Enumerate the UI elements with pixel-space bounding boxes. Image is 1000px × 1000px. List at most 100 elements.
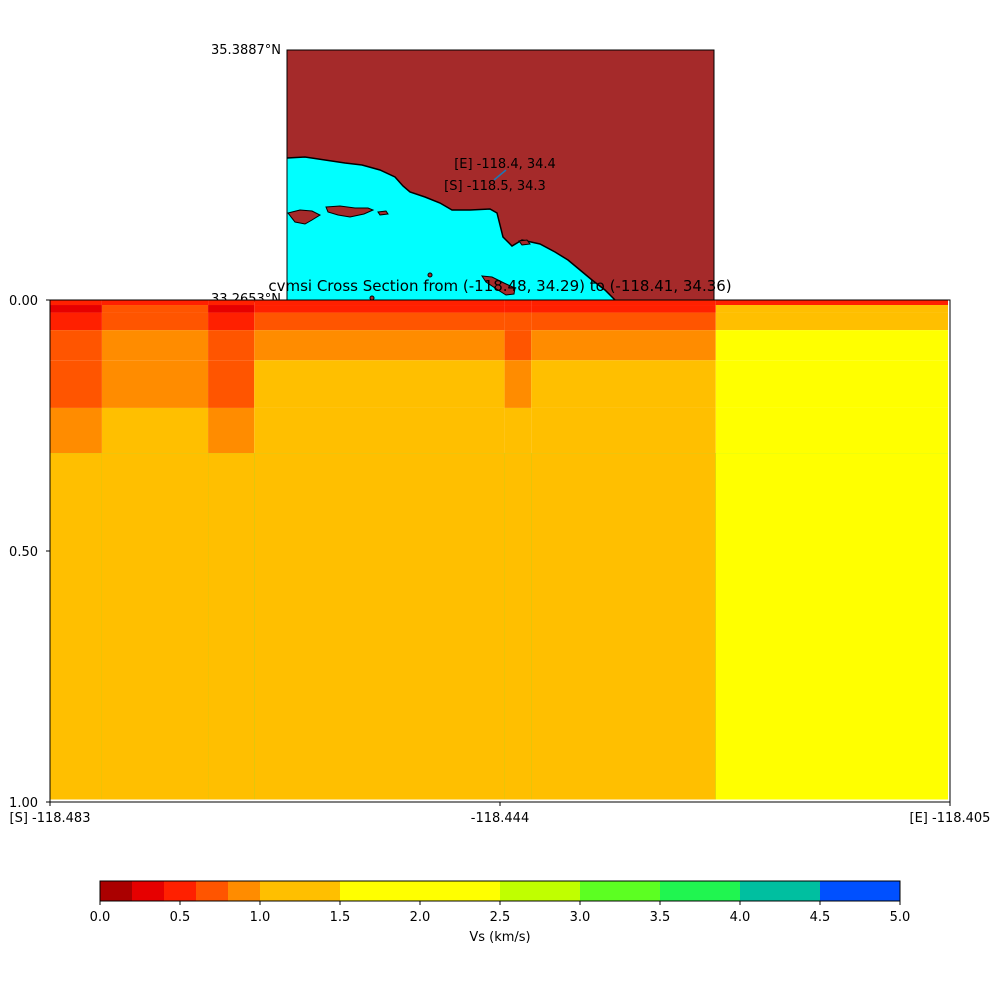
heatmap-cell (531, 305, 716, 313)
colorbar-segment (580, 881, 660, 901)
map-island (518, 239, 531, 246)
heatmap-cell (715, 312, 948, 331)
heatmap-cell (254, 305, 505, 313)
map-lat-top-label: 35.3887°N (211, 43, 281, 58)
heatmap-cell (715, 300, 948, 306)
colorbar-segment (132, 881, 164, 901)
colorbar-label: Vs (km/s) (469, 930, 530, 945)
colorbar-tick-label: 4.5 (810, 910, 831, 925)
heatmap-cell (101, 330, 209, 361)
heatmap-cell (208, 305, 255, 313)
heatmap-cell (504, 305, 532, 313)
heatmap-cell (208, 407, 255, 454)
heatmap-cell (715, 305, 948, 313)
heatmap-cell (208, 312, 255, 331)
y-axis: 0.00 0.50 1.00 (9, 294, 50, 811)
heatmap-cell (504, 312, 532, 331)
colorbar-tick-label: 5.0 (890, 910, 911, 925)
map-island (377, 210, 389, 216)
map-island (325, 205, 375, 218)
heatmap-cell (531, 453, 716, 800)
heatmap-cell (101, 300, 209, 306)
heatmap-cell (101, 453, 209, 800)
heatmap-cell (504, 407, 532, 454)
map-end-label: [E] -118.4, 34.4 (454, 157, 556, 172)
heatmap-cell (504, 360, 532, 408)
map-start-label: [S] -118.5, 34.3 (444, 179, 546, 194)
heatmap-cell (101, 305, 209, 313)
heatmap-cell (50, 312, 102, 331)
colorbar-segment (100, 881, 132, 901)
heatmap-cell (101, 312, 209, 331)
inset-map: 35.3887°N 33.2653°N [E] -118.4, 34.4 [S]… (211, 43, 715, 307)
colorbar-segment (340, 881, 500, 901)
heatmap-cell (101, 407, 209, 454)
heatmap-cell (531, 330, 716, 361)
heatmap-cell (50, 360, 102, 408)
heatmap-cell (715, 407, 948, 454)
x-tick-label: [S] -118.483 (10, 811, 91, 826)
chart-title: cvmsi Cross Section from (-118.48, 34.29… (268, 277, 731, 295)
heatmap-cell (531, 360, 716, 408)
y-tick-label: 0.00 (9, 294, 38, 309)
colorbar-tick-label: 3.0 (570, 910, 591, 925)
colorbar-segment (740, 881, 820, 901)
colorbar-tick-label: 1.5 (330, 910, 351, 925)
heatmap-cell (715, 453, 948, 800)
map-coastline (286, 156, 616, 301)
y-tick-label: 1.00 (9, 796, 38, 811)
colorbar-segment (500, 881, 580, 901)
colorbar-segment (660, 881, 740, 901)
map-route-line (493, 169, 507, 181)
map-island (369, 295, 375, 301)
heatmap-cell (531, 312, 716, 331)
colorbar-segment (820, 881, 900, 901)
heatmap-cell (254, 407, 505, 454)
heatmap-cell (504, 300, 532, 306)
heatmap-cell (50, 453, 102, 800)
colorbar-segment (228, 881, 260, 901)
colorbar-tick-label: 0.0 (90, 910, 111, 925)
heatmap-cells (50, 300, 948, 800)
x-tick-label: [E] -118.405 (910, 811, 991, 826)
heatmap-cell (254, 300, 505, 306)
y-tick-label: 0.50 (9, 545, 38, 560)
map-island (427, 272, 433, 278)
x-axis: [S] -118.483 -118.444 [E] -118.405 (10, 802, 991, 826)
colorbar-tick-label: 2.0 (410, 910, 431, 925)
heatmap-cell (715, 330, 948, 361)
heatmap-cell (254, 360, 505, 408)
heatmap-cell (50, 305, 102, 313)
colorbar-tick-label: 2.5 (490, 910, 511, 925)
colorbar-segment (196, 881, 228, 901)
colorbar-segment (164, 881, 196, 901)
heatmap-cell (208, 330, 255, 361)
heatmap-cell (715, 360, 948, 408)
heatmap-cell (504, 453, 532, 800)
colorbar-tick-label: 4.0 (730, 910, 751, 925)
map-island (287, 209, 322, 225)
colorbar-tick-label: 3.5 (650, 910, 671, 925)
colorbar-segment (260, 881, 340, 901)
colorbar-ticks: 0.0 0.5 1.0 1.5 2.0 2.5 3.0 3.5 4.0 4.5 5.0 (90, 901, 911, 925)
heatmap-cell (531, 407, 716, 454)
heatmap-cell (50, 330, 102, 361)
heatmap-cell (208, 453, 255, 800)
heatmap-cell (208, 300, 255, 306)
colorbar-tick-label: 0.5 (170, 910, 191, 925)
heatmap-cell (504, 330, 532, 361)
heatmap-cell (254, 453, 505, 800)
colorbar-tick-label: 1.0 (250, 910, 271, 925)
heatmap-cell (50, 300, 102, 306)
heatmap-cell (531, 300, 716, 306)
heatmap-cell (101, 360, 209, 408)
heatmap-cell (208, 360, 255, 408)
heatmap-cell (50, 407, 102, 454)
heatmap-cell (254, 312, 505, 331)
colorbar (100, 881, 900, 901)
map-island (480, 275, 516, 296)
map-ocean (287, 157, 615, 300)
heatmap-cell (254, 330, 505, 361)
x-tick-label: -118.444 (471, 811, 529, 826)
